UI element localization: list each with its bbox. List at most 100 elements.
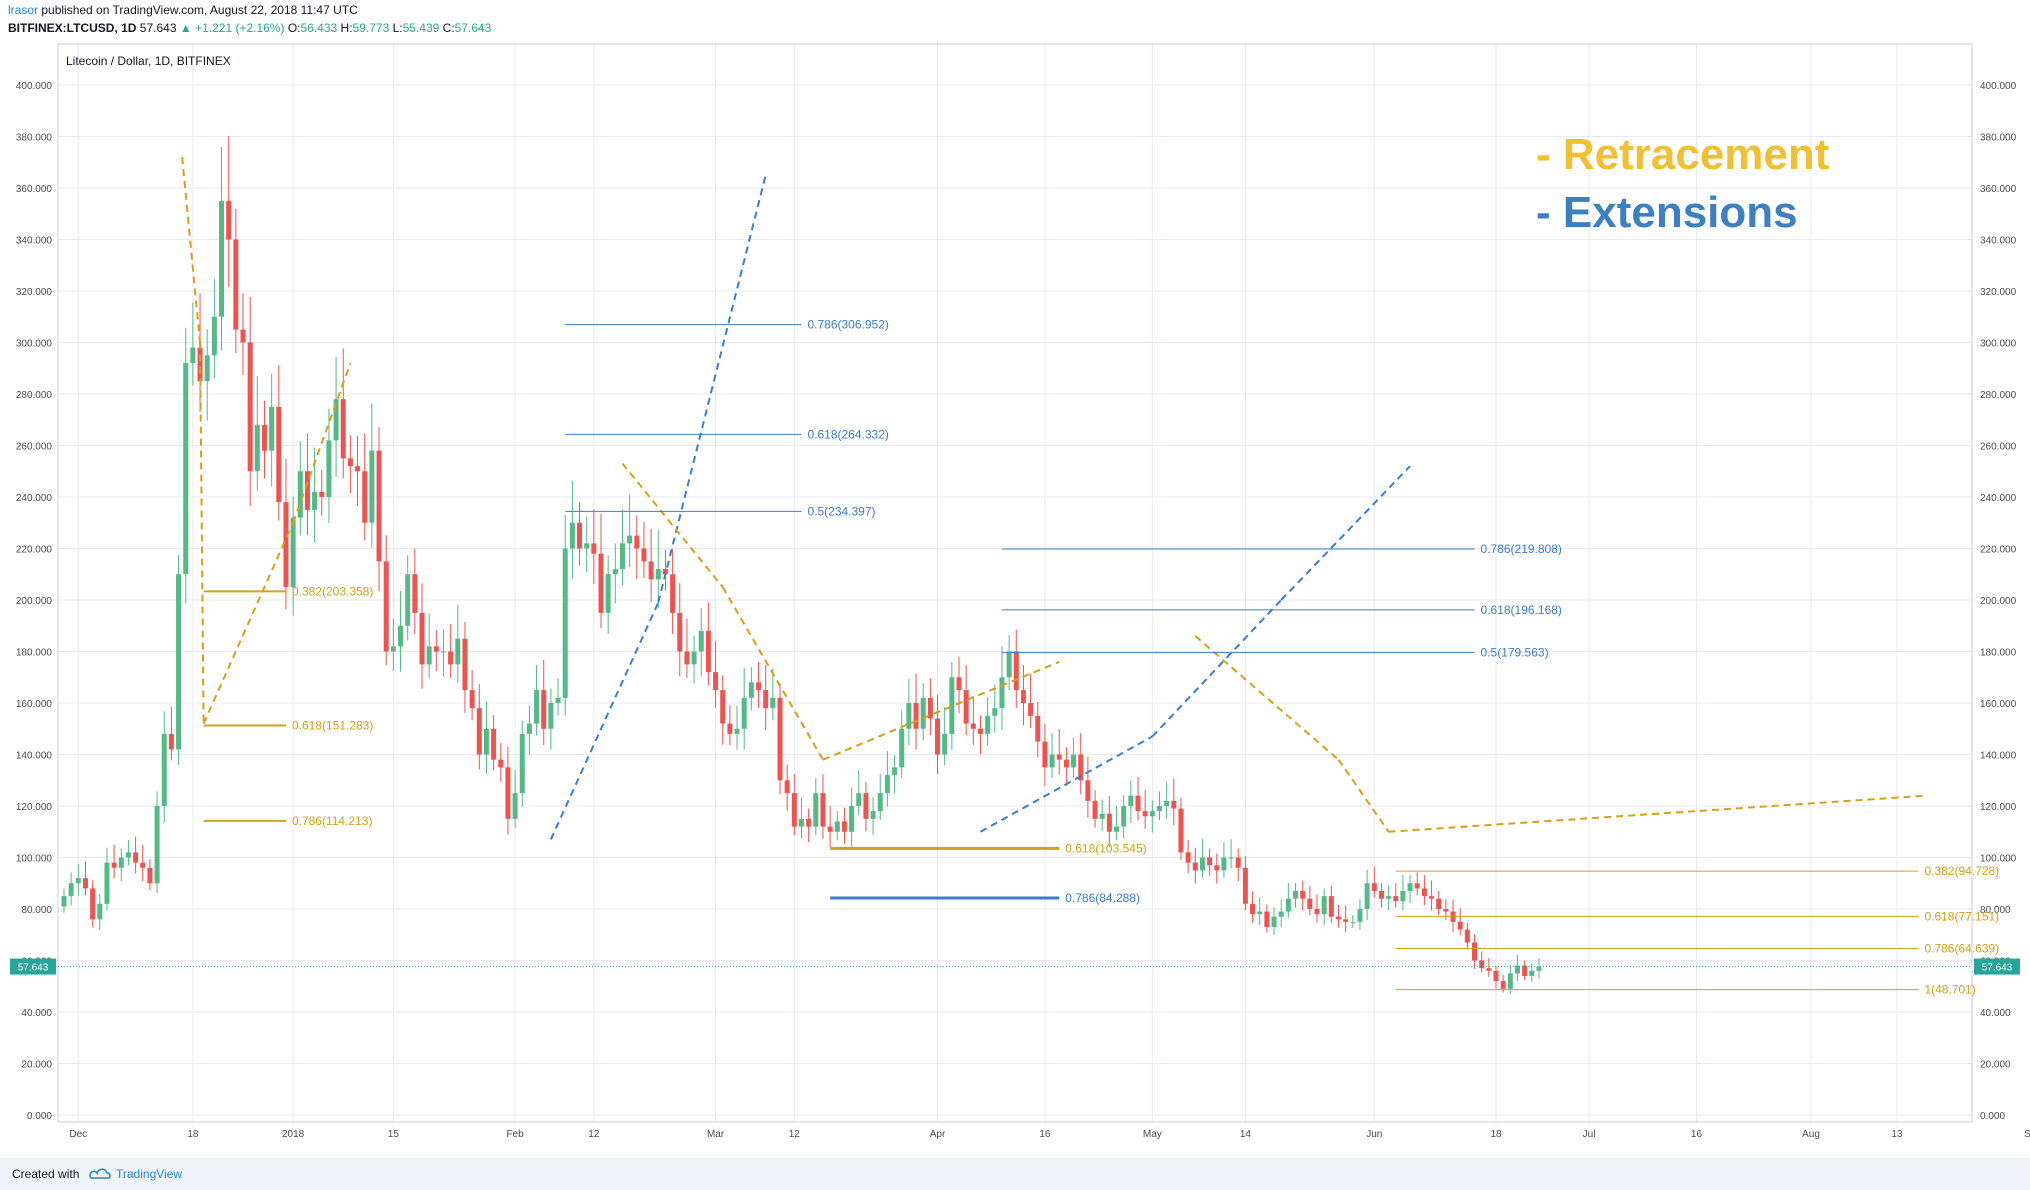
candle-body	[562, 548, 568, 698]
candle-body	[183, 363, 189, 575]
author-link[interactable]: lrasor	[8, 3, 39, 17]
candle-body	[1049, 754, 1055, 768]
candle-body	[505, 767, 511, 819]
x-tick-label: 12	[789, 1129, 801, 1140]
y-tick-label-right: 120.000	[1980, 802, 2017, 813]
candle-body	[548, 703, 554, 729]
candle-body	[670, 574, 676, 613]
candle-body	[741, 697, 747, 729]
candle-body	[1507, 973, 1513, 989]
candle-body	[798, 818, 804, 827]
candle-body	[355, 466, 361, 472]
candle-body	[1364, 883, 1370, 909]
candle-body	[498, 759, 504, 768]
candle-body	[1135, 795, 1141, 812]
candle-body	[913, 703, 919, 729]
candle-body	[1042, 741, 1048, 768]
candle-body	[1214, 865, 1220, 871]
candle-body	[899, 728, 905, 768]
candle-body	[534, 690, 540, 724]
candle-body	[884, 775, 890, 794]
candle-body	[1400, 890, 1406, 902]
candle-body	[677, 612, 683, 652]
candle-body	[1522, 965, 1528, 976]
candle-body	[648, 561, 654, 580]
plot-frame	[57, 43, 1973, 1123]
candle-body	[1207, 857, 1213, 866]
high-label: H:	[340, 21, 353, 35]
candle-body	[204, 355, 210, 382]
extension-dashed-line	[1151, 599, 1282, 738]
y-tick-label-left: 120.000	[16, 802, 53, 813]
y-tick-label-left: 360.000	[16, 184, 53, 195]
y-tick-label-right: 180.000	[1980, 648, 2017, 659]
y-tick-label-left: 260.000	[16, 442, 53, 453]
candle-body	[763, 690, 769, 709]
candle-body	[1457, 921, 1463, 930]
retracement-level-label: 0.786(114.213)	[292, 814, 373, 828]
x-tick-label: Mar	[707, 1129, 725, 1140]
candle-body	[820, 793, 826, 827]
symbol-info: BITFINEX:LTCUSD, 1D 57.643 ▲ +1.221 (+2.…	[8, 21, 491, 35]
candle-body	[1378, 890, 1384, 899]
x-tick-label: 16	[1691, 1129, 1703, 1140]
candle-body	[1300, 890, 1306, 899]
candle-body	[1149, 811, 1155, 817]
candle-body	[992, 708, 998, 716]
candle-body	[226, 200, 232, 240]
candle-body	[1156, 806, 1162, 812]
candle-body	[319, 491, 325, 497]
price-chart[interactable]: 0.0000.00020.00020.00040.00040.00060.000…	[0, 40, 2030, 1152]
candle-body	[1178, 808, 1184, 853]
x-tick-label: Jun	[1366, 1129, 1382, 1140]
candle-body	[856, 793, 862, 806]
retracement-level-label: 0.382(203.358)	[292, 584, 373, 598]
candle-body	[713, 672, 719, 691]
candle-body	[261, 424, 267, 451]
candle-body	[634, 535, 640, 549]
high-value: 59.773	[352, 21, 390, 35]
candle-body	[290, 517, 296, 588]
candle-body	[512, 793, 518, 819]
candle-body	[283, 502, 289, 588]
extension-level-label: 0.5(179.563)	[1481, 646, 1549, 660]
tradingview-link[interactable]: TradingView	[116, 1167, 183, 1181]
candle-body	[870, 811, 876, 819]
candle-body	[1006, 651, 1012, 678]
x-tick-label: 14	[1240, 1129, 1252, 1140]
candle-body	[333, 399, 339, 441]
retracement-dashed-line	[199, 342, 205, 724]
extension-level-label: 0.786(306.952)	[807, 318, 888, 332]
y-tick-label-right: 320.000	[1980, 287, 2017, 298]
candle-body	[519, 733, 525, 794]
chart-area[interactable]: 0.0000.00020.00020.00040.00040.00060.000…	[0, 40, 2030, 1152]
candle-body	[1164, 800, 1170, 806]
candle-body	[1321, 896, 1327, 915]
candle-body	[304, 471, 310, 510]
retracement-dashed-line	[721, 586, 824, 761]
close-value: 57.643	[454, 21, 492, 35]
candle-body	[1479, 960, 1485, 969]
candle-body	[577, 522, 583, 549]
candle-body	[684, 651, 690, 665]
y-tick-label-right: 240.000	[1980, 493, 2017, 504]
candle-body	[176, 574, 182, 750]
candle-body	[1343, 919, 1349, 922]
candle-body	[247, 342, 253, 472]
last-price-label-left: 57.643	[18, 963, 49, 974]
candle-body	[97, 903, 103, 920]
x-tick-label: Sep	[2024, 1129, 2030, 1140]
tradingview-logo-icon[interactable]	[88, 1166, 112, 1180]
y-tick-label-right: 340.000	[1980, 236, 2017, 247]
last-price-badge-left	[10, 958, 56, 975]
y-tick-label-right: 280.000	[1980, 390, 2017, 401]
candle-body	[777, 697, 783, 781]
candle-body	[362, 471, 368, 523]
y-tick-label-left: 20.000	[21, 1060, 52, 1071]
candle-body	[591, 543, 597, 554]
candle-body	[727, 723, 733, 734]
retracement-dashed-line	[1337, 759, 1390, 833]
candle-body	[619, 543, 625, 570]
x-tick-label: May	[1143, 1129, 1162, 1140]
candle-body	[1486, 968, 1492, 971]
